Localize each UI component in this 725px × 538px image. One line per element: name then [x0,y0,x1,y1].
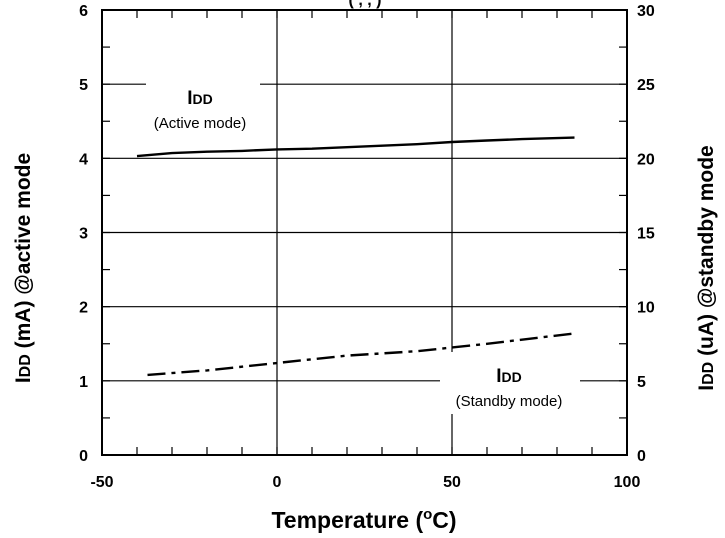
x-tick-label: 100 [614,474,641,491]
y-axis-right-title: IDD (uA) @standby mode [695,145,718,390]
series-layer [136,136,575,377]
y-right-tick-label: 20 [637,151,655,168]
y-left-tick-label: 3 [79,226,88,243]
y-right-tick-label: 30 [637,3,655,20]
x-tick-label: 50 [443,474,461,491]
y-left-tick-label: 6 [79,3,88,20]
annotation-active: IDD (Active mode) [146,74,260,136]
x-axis-title: Temperature (oC) [271,506,456,533]
annotation-standby-sub: (Standby mode) [456,393,563,410]
annotation-active-label: IDD [187,88,213,109]
x-tick-label: -50 [90,474,113,491]
y-left-tick-label: 4 [79,151,88,168]
series-line-standby-mode [147,332,575,377]
y-left-tick-label: 5 [79,77,88,94]
y-right-tick-label: 5 [637,374,646,391]
annotation-standby-bg [440,352,580,414]
annotation-active-sub: (Active mode) [154,115,247,132]
y-right-tick-label: 0 [637,448,646,465]
y-right-tick-label: 15 [637,226,655,243]
x-tick-label: 0 [273,474,282,491]
y-axis-left-title: IDD (mA) @active mode [12,153,35,383]
annotation-active-bg [146,74,260,136]
annotation-standby: IDD (Standby mode) [440,352,580,414]
annotation-standby-label: IDD [496,366,522,387]
plot-frame [101,9,628,456]
y-left-tick-label: 0 [79,448,88,465]
y-left-tick-label: 1 [79,374,88,391]
y-right-tick-label: 10 [637,300,655,317]
y-left-tick-label: 2 [79,300,88,317]
y-right-tick-label: 25 [637,77,655,94]
top-title-fragment: ( , , ) [349,0,382,9]
series-line-active-mode [136,136,575,158]
